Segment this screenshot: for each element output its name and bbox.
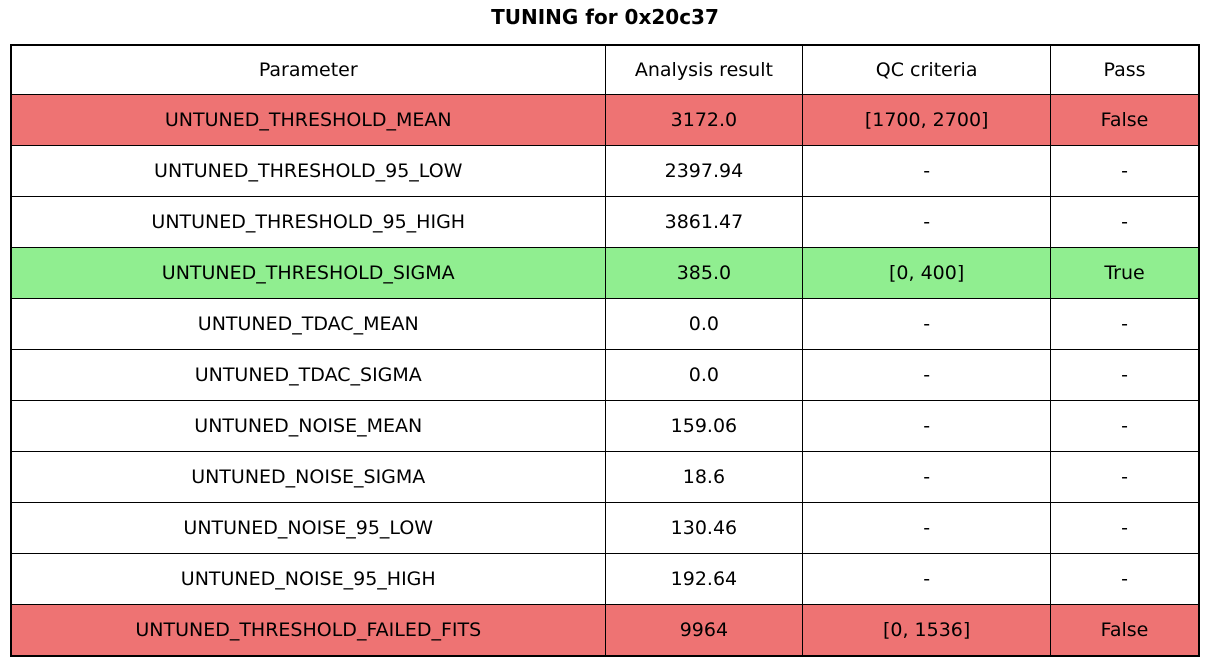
analysis-result-cell: 385.0 xyxy=(604,247,804,299)
qc-criteria-cell: - xyxy=(802,502,1051,554)
qc-criteria-cell: - xyxy=(802,451,1051,503)
qc-criteria-cell: - xyxy=(802,298,1051,350)
qc-criteria-cell: - xyxy=(802,145,1051,197)
qc-criteria-cell: - xyxy=(802,400,1051,452)
parameter-cell: UNTUNED_NOISE_95_LOW xyxy=(10,502,606,554)
pass-cell: True xyxy=(1049,247,1200,299)
header-analysis-result: Analysis result xyxy=(604,44,804,95)
parameter-cell: UNTUNED_THRESHOLD_SIGMA xyxy=(10,247,606,299)
analysis-result-cell: 0.0 xyxy=(604,349,804,401)
table-row: UNTUNED_NOISE_95_HIGH 192.64- - xyxy=(10,553,1200,605)
qc-criteria-cell: [1700, 2700] xyxy=(802,94,1051,146)
table-row: UNTUNED_TDAC_SIGMA 0.0- - xyxy=(10,349,1200,401)
qc-criteria-cell: - xyxy=(802,349,1051,401)
parameter-cell: UNTUNED_TDAC_SIGMA xyxy=(10,349,606,401)
table-row: UNTUNED_NOISE_MEAN 159.06- - xyxy=(10,400,1200,452)
table-header: Parameter Analysis result QC criteria Pa… xyxy=(10,44,1200,95)
analysis-result-cell: 0.0 xyxy=(604,298,804,350)
pass-cell: - xyxy=(1049,451,1200,503)
pass-cell: - xyxy=(1049,145,1200,197)
qc-criteria-cell: - xyxy=(802,196,1051,248)
parameter-cell: UNTUNED_THRESHOLD_FAILED_FITS xyxy=(10,604,606,657)
analysis-result-cell: 2397.94 xyxy=(604,145,804,197)
parameter-cell: UNTUNED_THRESHOLD_95_LOW xyxy=(10,145,606,197)
pass-cell: - xyxy=(1049,502,1200,554)
header-qc-criteria: QC criteria xyxy=(802,44,1051,95)
analysis-result-cell: 130.46 xyxy=(604,502,804,554)
table-row: UNTUNED_NOISE_SIGMA 18.6- - xyxy=(10,451,1200,503)
qc-results-table: Parameter Analysis result QC criteria Pa… xyxy=(10,44,1200,657)
parameter-cell: UNTUNED_NOISE_MEAN xyxy=(10,400,606,452)
parameter-cell: UNTUNED_THRESHOLD_MEAN xyxy=(10,94,606,146)
analysis-result-cell: 18.6 xyxy=(604,451,804,503)
pass-cell: - xyxy=(1049,349,1200,401)
table-body: UNTUNED_THRESHOLD_MEAN 3172.0 [1700, 2700]… xyxy=(10,94,1200,657)
qc-criteria-cell: [0, 1536] xyxy=(802,604,1051,657)
pass-cell: False xyxy=(1049,94,1200,146)
table-row: UNTUNED_NOISE_95_LOW 130.46- - xyxy=(10,502,1200,554)
parameter-cell: UNTUNED_NOISE_95_HIGH xyxy=(10,553,606,605)
pass-cell: - xyxy=(1049,400,1200,452)
parameter-cell: UNTUNED_TDAC_MEAN xyxy=(10,298,606,350)
table-row: UNTUNED_THRESHOLD_FAILED_FITS 9964 [0, 153… xyxy=(10,604,1200,657)
header-pass: Pass xyxy=(1049,44,1200,95)
header-row: Parameter Analysis result QC criteria Pa… xyxy=(10,44,1200,95)
analysis-result-cell: 159.06 xyxy=(604,400,804,452)
pass-cell: - xyxy=(1049,553,1200,605)
qc-criteria-cell: - xyxy=(802,553,1051,605)
figure-title: TUNING for 0x20c37 xyxy=(491,5,719,29)
table-row: UNTUNED_THRESHOLD_95_LOW 2397.94- - xyxy=(10,145,1200,197)
pass-cell: False xyxy=(1049,604,1200,657)
table-row: UNTUNED_THRESHOLD_MEAN 3172.0 [1700, 2700]… xyxy=(10,94,1200,146)
analysis-result-cell: 9964 xyxy=(604,604,804,657)
header-parameter: Parameter xyxy=(10,44,606,95)
table-row: UNTUNED_TDAC_MEAN 0.0- - xyxy=(10,298,1200,350)
analysis-result-cell: 3172.0 xyxy=(604,94,804,146)
analysis-result-cell: 192.64 xyxy=(604,553,804,605)
table-row: UNTUNED_THRESHOLD_SIGMA 385.0 [0, 400] True xyxy=(10,247,1200,299)
pass-cell: - xyxy=(1049,196,1200,248)
parameter-cell: UNTUNED_THRESHOLD_95_HIGH xyxy=(10,196,606,248)
pass-cell: - xyxy=(1049,298,1200,350)
parameter-cell: UNTUNED_NOISE_SIGMA xyxy=(10,451,606,503)
analysis-result-cell: 3861.47 xyxy=(604,196,804,248)
qc-criteria-cell: [0, 400] xyxy=(802,247,1051,299)
table-row: UNTUNED_THRESHOLD_95_HIGH 3861.47- - xyxy=(10,196,1200,248)
